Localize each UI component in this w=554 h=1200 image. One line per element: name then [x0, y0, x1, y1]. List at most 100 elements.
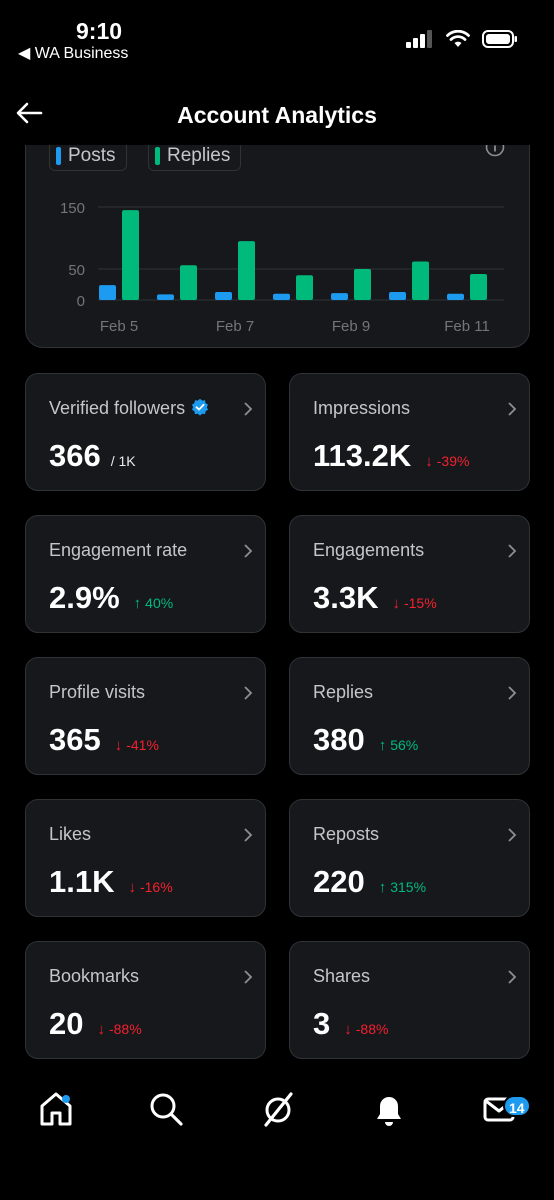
search-icon[interactable] — [146, 1089, 186, 1129]
stat-value: 365 — [49, 722, 101, 757]
bar-posts — [215, 291, 232, 300]
stat-label: Shares — [313, 966, 371, 986]
stat-change: ↑ 40% — [134, 595, 174, 612]
bar-replies — [354, 269, 371, 300]
stat-label: Reposts — [313, 824, 380, 844]
stat-value: 20 — [49, 1006, 84, 1041]
status-bar: 9:10 ◀ WA Business — [0, 0, 554, 80]
battery-icon — [482, 30, 517, 48]
stat-change: ↓ -88% — [97, 1021, 141, 1038]
chevron-right-icon — [508, 970, 517, 984]
stat-change-value: -39% — [436, 453, 470, 469]
stat-value: 366 — [49, 438, 101, 473]
chevron-right-icon — [244, 686, 253, 700]
stat-change-value: -16% — [139, 879, 173, 895]
stat-value-row: 3.3K ↓ -15% — [313, 580, 437, 616]
chevron-right-icon — [244, 402, 253, 416]
stat-change: ↑ 56% — [379, 737, 419, 754]
stat-change-value: 315% — [390, 879, 427, 895]
posts-swatch — [56, 147, 61, 165]
bar-replies — [122, 210, 139, 300]
page-title: Account Analytics — [177, 102, 377, 128]
stat-card-profile-visits[interactable]: Profile visits 365 ↓ -41% — [25, 657, 266, 775]
stat-change: ↑ 315% — [379, 879, 426, 896]
arrow-up-icon: ↑ — [133, 595, 142, 612]
stat-value-row: 3 ↓ -88% — [313, 1006, 388, 1042]
stat-value: 3 — [313, 1006, 331, 1041]
arrow-down-icon: ↓ — [128, 879, 136, 896]
stat-card-impressions[interactable]: Impressions 113.2K ↓ -39% — [289, 373, 530, 491]
stat-value: 380 — [313, 722, 365, 757]
stat-card-engagements[interactable]: Engagements 3.3K ↓ -15% — [289, 515, 530, 633]
stat-label: Profile visits — [49, 682, 146, 702]
bar-posts — [389, 291, 406, 300]
stat-change: ↓ -39% — [425, 453, 469, 470]
stat-change-value: -88% — [355, 1021, 389, 1037]
stat-label: Engagement rate — [49, 540, 188, 560]
verified-badge-icon — [192, 398, 209, 416]
stat-value-row: 1.1K ↓ -16% — [49, 864, 173, 900]
replies-swatch — [155, 147, 160, 165]
stat-label: Impressions — [313, 398, 411, 418]
arrow-down-icon: ↓ — [425, 453, 433, 470]
chevron-right-icon — [244, 544, 253, 558]
top-navigation: Account Analytics — [0, 88, 554, 142]
bar-replies — [180, 265, 197, 300]
return-to-app-link[interactable]: ◀ WA Business — [18, 45, 129, 62]
x-tick-label: Feb 9 — [332, 318, 370, 335]
stat-value-row: 2.9% ↑ 40% — [49, 580, 173, 616]
stat-change-value: -88% — [108, 1021, 142, 1037]
stat-value-row: 380 ↑ 56% — [313, 722, 418, 758]
bar-replies — [296, 275, 313, 300]
grok-icon[interactable] — [258, 1089, 298, 1129]
stat-change-value: -41% — [126, 737, 159, 753]
chevron-right-icon — [508, 544, 517, 558]
stat-label: Likes — [49, 824, 92, 844]
stat-card-shares[interactable]: Shares 3 ↓ -88% — [289, 941, 530, 1059]
stat-card-replies[interactable]: Replies 380 ↑ 56% — [289, 657, 530, 775]
stat-label-text: Verified followers — [49, 398, 186, 418]
stat-change: ↓ -16% — [128, 879, 172, 896]
x-tick-label: Feb 11 — [444, 318, 490, 335]
stat-value-row: 113.2K ↓ -39% — [313, 438, 469, 474]
stat-value: 2.9% — [49, 580, 120, 615]
stat-value: 1.1K — [49, 864, 115, 899]
bar-posts — [447, 293, 464, 300]
stat-suffix: / 1K — [110, 453, 136, 469]
arrow-down-icon: ↓ — [392, 595, 400, 612]
chevron-right-icon — [508, 402, 517, 416]
stat-value-row: 366 / 1K — [49, 438, 136, 474]
stat-card-verified-followers[interactable]: Verified followers 366 / 1K — [25, 373, 266, 491]
stat-label: Bookmarks — [49, 966, 140, 986]
stat-value: 113.2K — [313, 438, 412, 473]
arrow-left-icon[interactable] — [14, 98, 44, 128]
stat-change-value: 40% — [145, 595, 174, 611]
bar-posts — [99, 285, 116, 300]
stat-value-row: 365 ↓ -41% — [49, 722, 159, 758]
stat-card-likes[interactable]: Likes 1.1K ↓ -16% — [25, 799, 266, 917]
stat-value-row: 220 ↑ 315% — [313, 864, 426, 900]
home-icon[interactable] — [36, 1089, 76, 1129]
header-backdrop — [0, 80, 554, 145]
cellular-signal-icon — [406, 30, 432, 48]
stat-change-value: -15% — [403, 595, 437, 611]
x-tick-label: Feb 7 — [216, 318, 254, 335]
stat-value-row: 20 ↓ -88% — [49, 1006, 142, 1042]
y-tick-label: 0 — [77, 293, 85, 310]
status-icons — [406, 30, 518, 48]
status-time: 9:10 — [76, 18, 123, 44]
stat-label: Replies — [313, 682, 374, 702]
bar-posts — [331, 293, 348, 300]
notifications-icon[interactable] — [369, 1089, 409, 1129]
bar-posts — [273, 293, 290, 300]
chevron-right-icon — [508, 828, 517, 842]
stat-card-engagement-rate[interactable]: Engagement rate 2.9% ↑ 40% — [25, 515, 266, 633]
stat-card-reposts[interactable]: Reposts 220 ↑ 315% — [289, 799, 530, 917]
bar-replies — [412, 261, 429, 300]
bottom-tab-bar — [0, 1075, 554, 1160]
bar-replies — [470, 273, 487, 300]
chevron-right-icon — [244, 970, 253, 984]
stat-card-bookmarks[interactable]: Bookmarks 20 ↓ -88% — [25, 941, 266, 1059]
stat-label: Engagements — [313, 540, 425, 560]
stat-label: Verified followers — [49, 398, 209, 419]
